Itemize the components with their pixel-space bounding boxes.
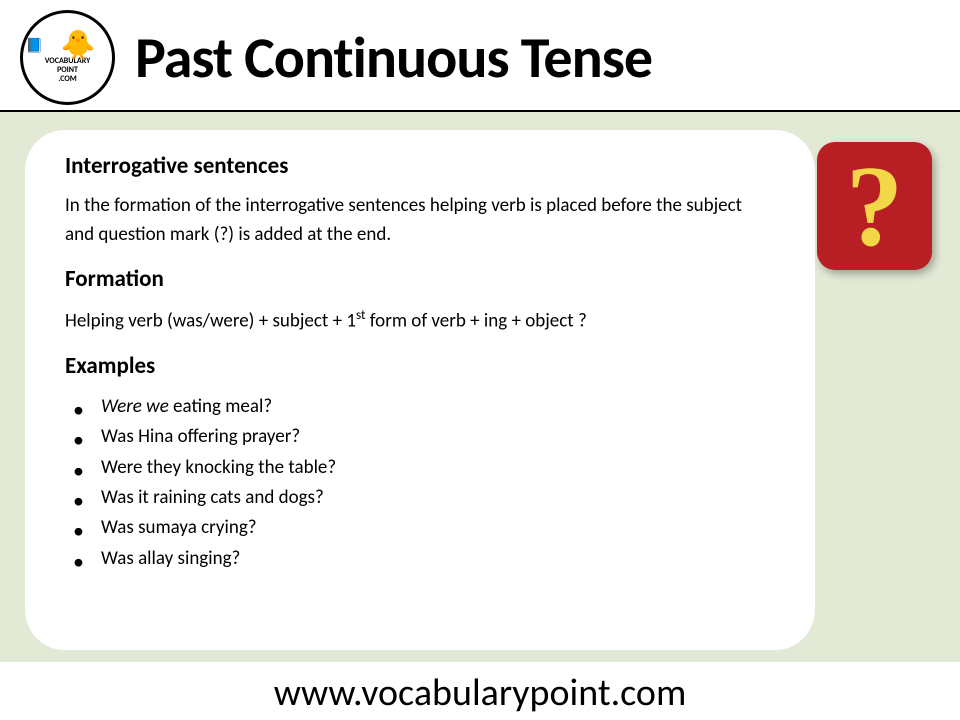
main-area: Interrogative sentences In the formation… [0, 112, 960, 662]
list-item: Was Hina offering prayer? [73, 422, 775, 452]
heading-formation: Formation [65, 265, 775, 293]
interrogative-description: In the formation of the interrogative se… [65, 192, 775, 249]
heading-examples: Examples [65, 352, 775, 380]
logo-badge: 📘 🐥 VOCABULARY POINT .COM [20, 10, 115, 105]
list-item: Was it raining cats and dogs? [73, 483, 775, 513]
chicken-icon: 🐥 [61, 27, 96, 62]
formation-formula: Helping verb (was/were) + subject + 1st … [65, 305, 775, 336]
list-item: Were we eating meal? [73, 392, 775, 422]
book-icon: 📘 [26, 37, 43, 54]
list-item: Was sumaya crying? [73, 513, 775, 543]
question-badge: ? [817, 142, 932, 270]
heading-interrogative: Interrogative sentences [65, 152, 775, 180]
examples-list: Were we eating meal? Was Hina offering p… [65, 392, 775, 574]
content-card: Interrogative sentences In the formation… [25, 130, 815, 650]
footer-url: www.vocabularypoint.com [0, 662, 960, 716]
list-item: Were they knocking the table? [73, 453, 775, 483]
list-item: Was allay singing? [73, 544, 775, 574]
question-mark-icon: ? [846, 149, 904, 264]
page-title: Past Continuous Tense [135, 22, 652, 93]
header: 📘 🐥 VOCABULARY POINT .COM Past Continuou… [0, 0, 960, 112]
